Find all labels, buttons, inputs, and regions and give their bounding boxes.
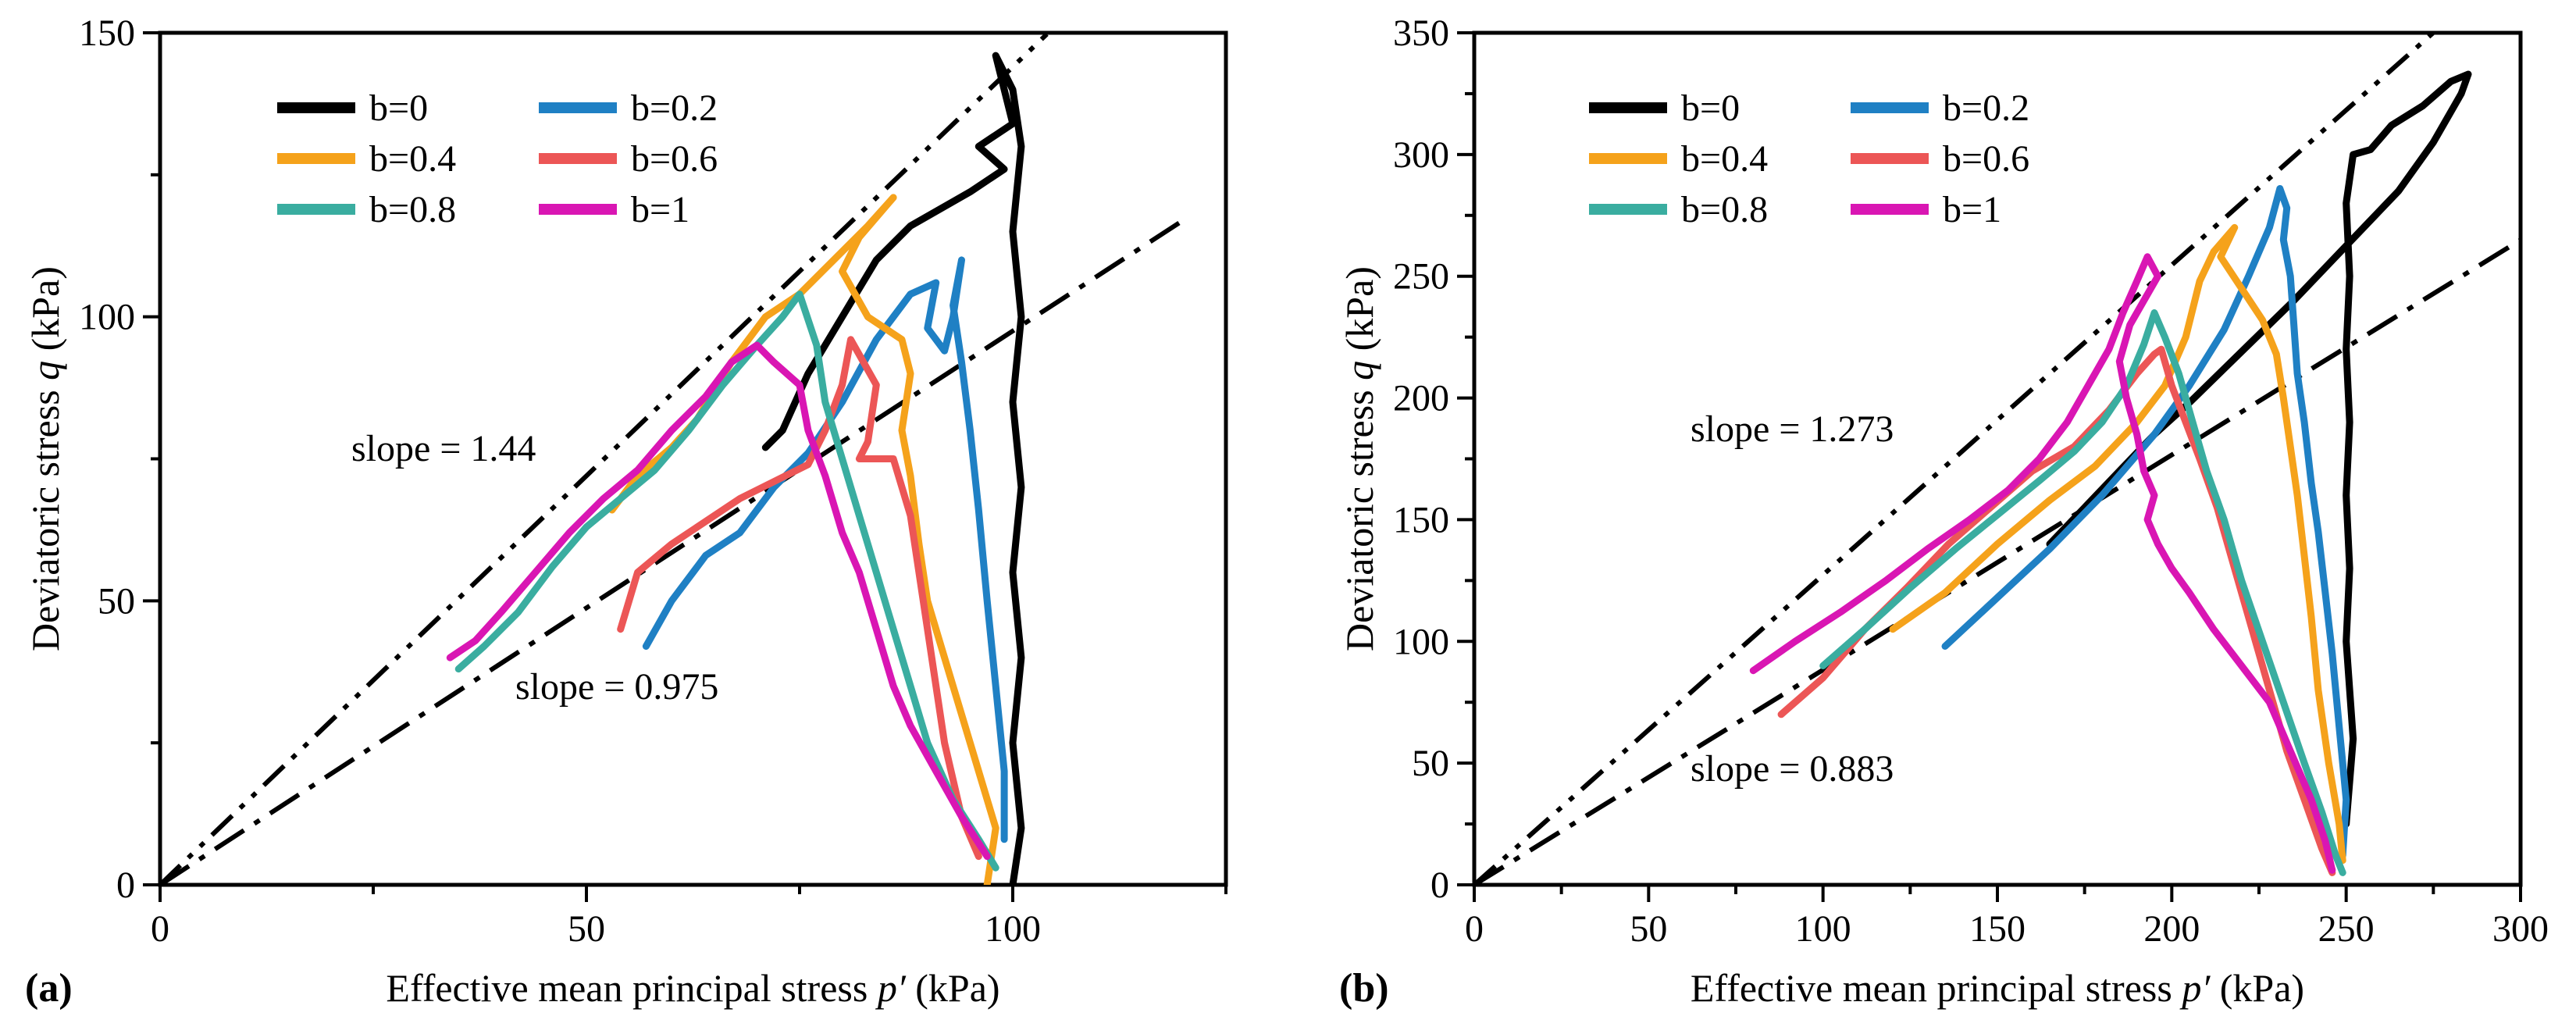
legend-label: b=0.8 [1681, 189, 1768, 230]
y-tick-label: 0 [116, 865, 135, 906]
legend-label: b=0.6 [631, 138, 718, 180]
series-line-b-0-2 [642, 256, 1008, 843]
series-line-b-0-2 [1941, 185, 2350, 860]
legend-label: b=0 [369, 87, 428, 129]
panel-b: slope = 1.273 slope = 0.883 0 50 100 150 200 25… [1338, 12, 2549, 1011]
legend-label: b=0.8 [369, 189, 456, 230]
series-line-b-0 [2046, 70, 2472, 828]
y-tick-label: 150 [79, 12, 135, 54]
x-tick-label: 300 [2492, 908, 2549, 950]
y-tick-label: 200 [1393, 378, 1449, 419]
series-line-b-1 [446, 341, 991, 861]
slope-annotation-0: slope = 1.44 [351, 428, 536, 469]
legend-label: b=0.2 [631, 87, 718, 129]
y-tick-label: 350 [1393, 12, 1449, 54]
y-tick-label: 100 [1393, 621, 1449, 662]
y-axis-title: Deviatoric stress q (kPa) [23, 266, 67, 651]
panel-label: (a) [25, 966, 73, 1011]
x-tick-label: 150 [1969, 908, 2026, 950]
y-tick-label: 50 [1412, 743, 1449, 784]
legend: b=0 b=0.2 b=0.4 b=0.6 b=0.8 b=1 [1589, 87, 2029, 230]
x-tick-label: 0 [1465, 908, 1484, 950]
series-line-b-0 [761, 52, 1025, 885]
legend-label: b=0.4 [369, 138, 456, 180]
legend-label: b=0.2 [1943, 87, 2029, 129]
legend-label: b=0.6 [1943, 138, 2029, 180]
reference-line-1 [1474, 237, 2521, 885]
panel-a: slope = 1.44 slope = 0.975 0 50 100 0 50 100 150… [23, 12, 1228, 1011]
x-tick-label: 200 [2143, 908, 2200, 950]
series-line-b-1 [1749, 253, 2336, 874]
x-tick-label: 100 [985, 908, 1041, 950]
slope-annotation-1: slope = 0.883 [1691, 748, 1894, 790]
x-tick-label: 250 [2318, 908, 2375, 950]
reference-line-1 [160, 218, 1185, 885]
y-tick-label: 150 [1393, 499, 1449, 540]
legend-label: b=1 [1943, 189, 2001, 230]
y-axis-title: Deviatoric stress q (kPa) [1338, 266, 1381, 651]
legend: b=0 b=0.2 b=0.4 b=0.6 b=0.8 b=1 [277, 87, 718, 230]
slope-annotation-1: slope = 0.975 [515, 666, 718, 708]
y-tick-label: 100 [79, 297, 135, 338]
reference-line-0 [160, 33, 1049, 885]
slope-annotation-0: slope = 1.273 [1691, 408, 1894, 450]
y-tick-label: 50 [98, 580, 135, 622]
panel-label: (b) [1339, 966, 1389, 1011]
legend-label: b=1 [631, 189, 689, 230]
x-tick-label: 100 [1795, 908, 1851, 950]
series-line-b-0-4 [1889, 223, 2346, 865]
x-tick-label: 0 [151, 908, 169, 950]
x-tick-label: 50 [568, 908, 605, 950]
x-axis-title: Effective mean principal stress p′ (kPa) [386, 966, 999, 1010]
y-tick-label: 250 [1393, 256, 1449, 298]
series-line-b-0-6 [617, 336, 982, 861]
series-line-b-0-8 [454, 291, 999, 872]
y-tick-label: 300 [1393, 134, 1449, 176]
x-tick-label: 50 [1630, 908, 1667, 950]
x-axis-title: Effective mean principal stress p′ (kPa) [1691, 966, 2304, 1010]
series-line-b-0-8 [1819, 309, 2346, 876]
legend-label: b=0 [1681, 87, 1740, 129]
y-tick-label: 0 [1431, 865, 1449, 906]
legend-label: b=0.4 [1681, 138, 1768, 180]
